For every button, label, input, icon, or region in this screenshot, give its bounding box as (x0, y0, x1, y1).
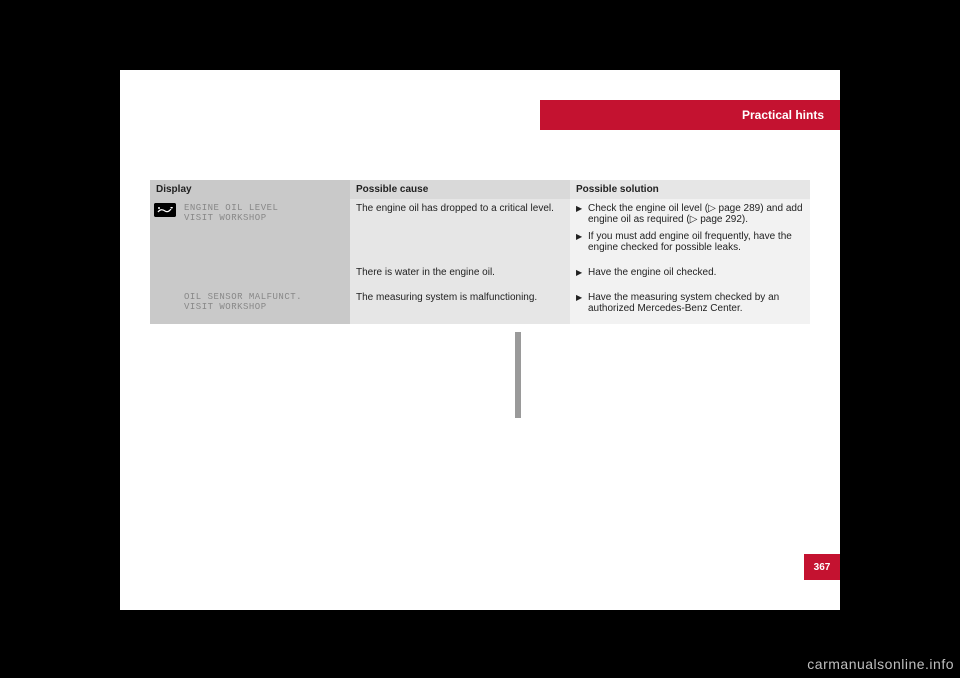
table-header-row: Display Possible cause Possible solution (150, 180, 810, 199)
display-icon-cell (150, 199, 178, 263)
col-header-cause: Possible cause (350, 180, 570, 199)
display-icon-cell (150, 263, 178, 288)
solution-cell: Have the measuring system checked by an … (570, 288, 810, 324)
cause-cell: There is water in the engine oil. (350, 263, 570, 288)
solution-cell: Check the engine oil level (▷ page 289) … (570, 199, 810, 263)
table-row: OIL SENSOR MALFUNCT. VISIT WORKSHOP The … (150, 288, 810, 324)
section-title: Practical hints (742, 108, 824, 122)
page-number: 367 (814, 562, 831, 573)
cause-cell: The measuring system is malfunctioning. (350, 288, 570, 324)
page-number-badge: 367 (804, 554, 840, 580)
col-header-solution: Possible solution (570, 180, 810, 199)
section-header-tab: Practical hints (540, 100, 840, 130)
display-line: VISIT WORKSHOP (184, 213, 344, 223)
table-row: There is water in the engine oil. Have t… (150, 263, 810, 288)
diagnostics-table: Display Possible cause Possible solution (150, 180, 810, 324)
solution-item: If you must add engine oil frequently, h… (576, 231, 804, 253)
display-icon-cell (150, 288, 178, 324)
solution-item: Have the engine oil checked. (576, 267, 804, 278)
change-bar (515, 332, 521, 418)
display-line: OIL SENSOR MALFUNCT. (184, 292, 344, 302)
manual-page: Practical hints Display Possible cause P… (120, 70, 840, 610)
solution-item: Check the engine oil level (▷ page 289) … (576, 203, 804, 225)
solution-item: Have the measuring system checked by an … (576, 292, 804, 314)
display-line: ENGINE OIL LEVEL (184, 203, 344, 213)
display-line: VISIT WORKSHOP (184, 302, 344, 312)
engine-oil-icon (154, 203, 176, 217)
col-header-display: Display (150, 180, 350, 199)
cause-cell: The engine oil has dropped to a critical… (350, 199, 570, 263)
display-message (178, 263, 350, 288)
table-row: ENGINE OIL LEVEL VISIT WORKSHOP The engi… (150, 199, 810, 263)
display-message: ENGINE OIL LEVEL VISIT WORKSHOP (178, 199, 350, 263)
display-message: OIL SENSOR MALFUNCT. VISIT WORKSHOP (178, 288, 350, 324)
watermark: carmanualsonline.info (807, 656, 954, 672)
solution-cell: Have the engine oil checked. (570, 263, 810, 288)
